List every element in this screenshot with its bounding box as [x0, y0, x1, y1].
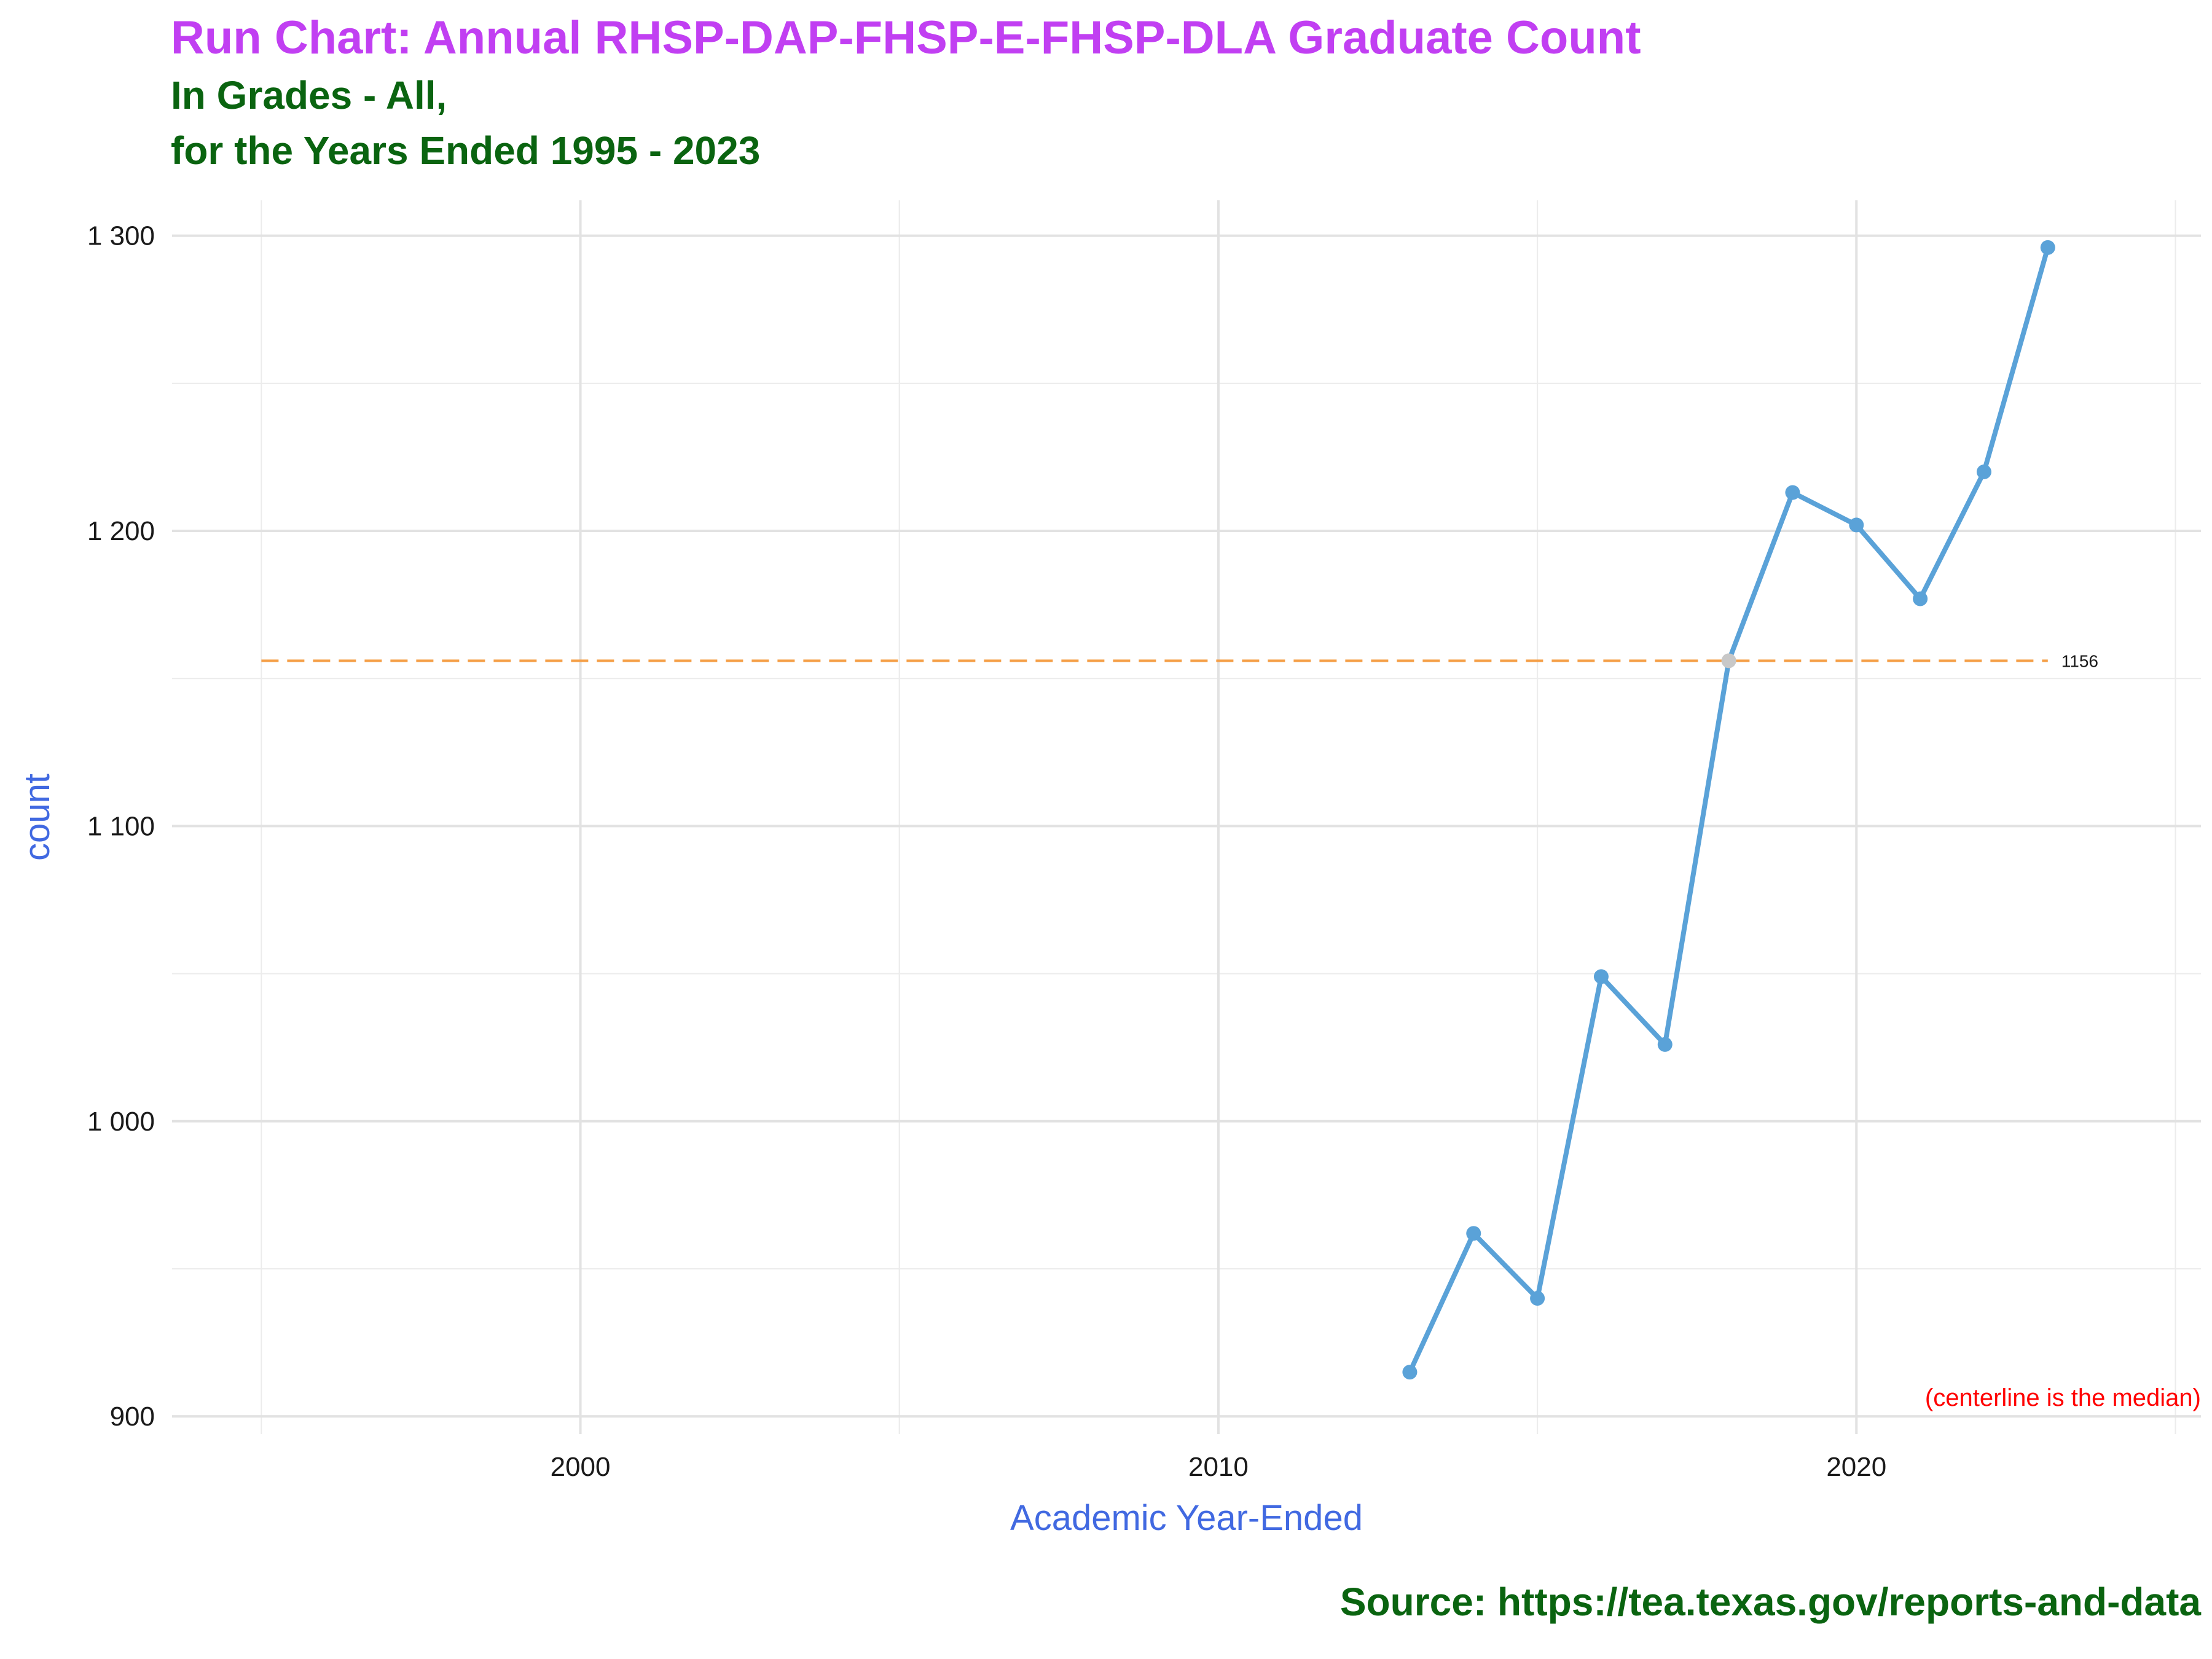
- source-caption: Source: https://tea.texas.gov/reports-an…: [1339, 1580, 2201, 1624]
- series-polyline: [1407, 245, 2050, 1375]
- data-point: [1530, 1291, 1545, 1306]
- data-point: [1466, 1226, 1481, 1241]
- median-note: (centerline is the median): [1925, 1384, 2201, 1411]
- axis-ticks: 2000 2010 2020 900 1 000 1 100 1 200 1 300: [87, 221, 1886, 1482]
- series-line: [1407, 245, 2050, 1375]
- x-tick-label: 2010: [1188, 1452, 1249, 1482]
- data-point: [1721, 653, 1736, 669]
- data-point: [1849, 517, 1864, 533]
- y-tick-label: 1 100: [87, 811, 155, 841]
- x-tick-label: 2020: [1826, 1452, 1886, 1482]
- x-tick-label: 2000: [551, 1452, 611, 1482]
- median-value-label: 1156: [2061, 651, 2098, 670]
- data-point: [1913, 591, 1928, 606]
- data-point: [1785, 485, 1800, 500]
- chart-subtitle-line1: In Grades - All,: [171, 73, 447, 117]
- data-point: [1593, 969, 1609, 984]
- x-axis-label: Academic Year-Ended: [1010, 1498, 1363, 1538]
- y-tick-label: 1 200: [87, 516, 155, 546]
- grid-lines: [172, 200, 2201, 1434]
- data-point: [2040, 240, 2055, 255]
- data-point: [1976, 464, 1991, 479]
- chart-title: Run Chart: Annual RHSP-DAP-FHSP-E-FHSP-D…: [171, 12, 1641, 64]
- chart-subtitle-line2: for the Years Ended 1995 - 2023: [171, 128, 761, 173]
- series-points: [1402, 240, 2055, 1380]
- y-axis-label: count: [17, 774, 57, 861]
- data-point: [1402, 1365, 1418, 1380]
- y-tick-label: 1 300: [87, 221, 155, 251]
- y-tick-label: 900: [110, 1402, 155, 1432]
- data-point: [1657, 1037, 1673, 1052]
- y-tick-label: 1 000: [87, 1107, 155, 1137]
- median-centerline: 1156: [261, 651, 2098, 670]
